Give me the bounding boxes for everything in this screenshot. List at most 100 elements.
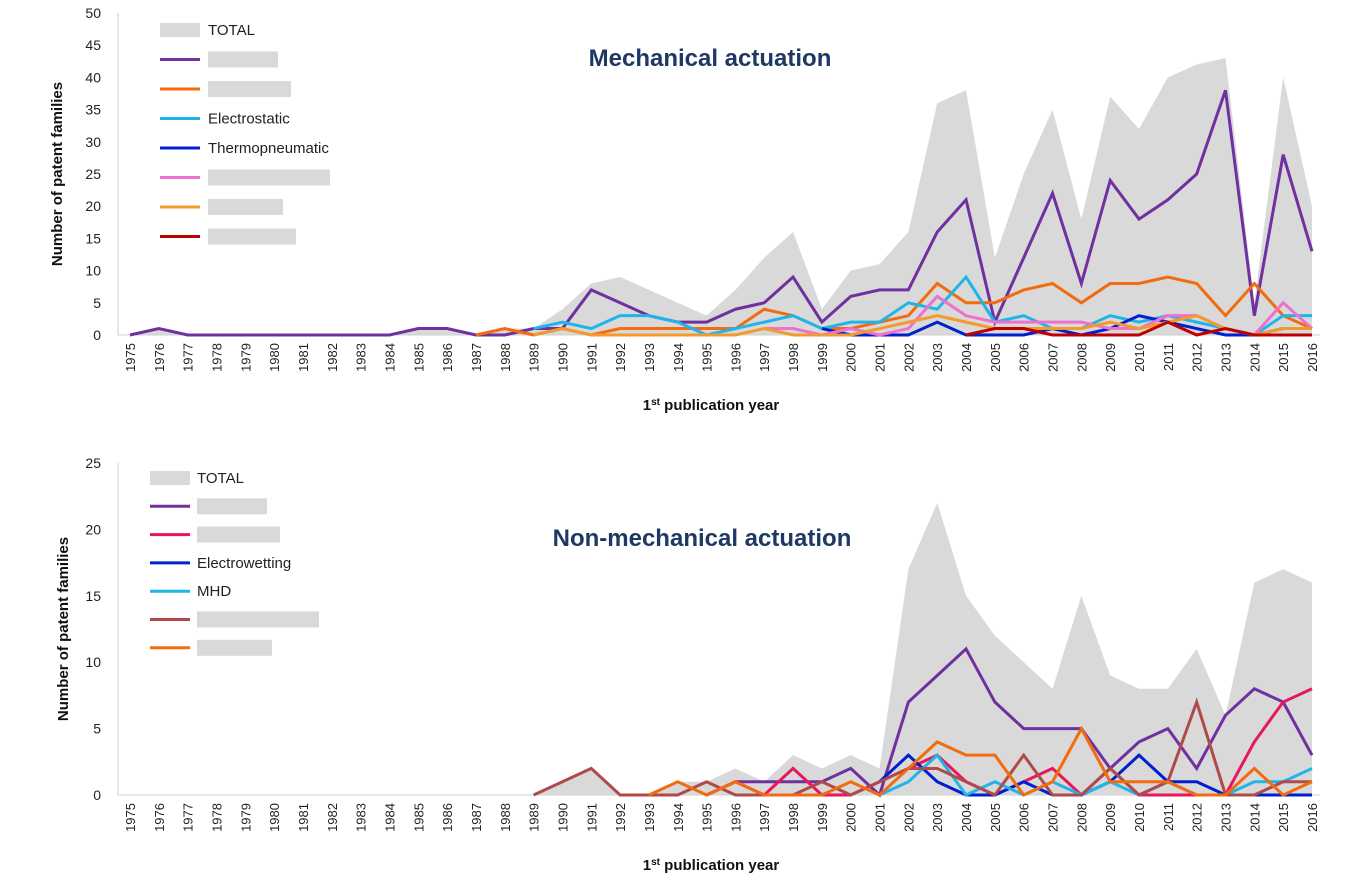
x-axis-label-main: 1 — [643, 397, 651, 414]
x-tick-label: 1978 — [209, 343, 224, 372]
y-tick-label: 15 — [85, 230, 101, 246]
series-line — [532, 697, 1312, 797]
x-tick-label: 1984 — [382, 803, 397, 832]
y-tick-label: 0 — [93, 327, 101, 343]
legend-swatch-total — [150, 471, 190, 485]
x-tick-label: 1988 — [498, 343, 513, 372]
x-tick-label: 1989 — [527, 803, 542, 832]
chart-title: Non-mechanical actuation — [553, 525, 852, 552]
y-tick-label: 10 — [85, 263, 101, 279]
x-tick-label: 1979 — [238, 803, 253, 832]
x-tick-label: 1990 — [555, 343, 570, 372]
y-tick-label: 15 — [85, 588, 101, 604]
legend-label-total: TOTAL — [208, 22, 255, 39]
legend-label-redacted — [197, 611, 319, 628]
x-tick-label: 2002 — [901, 803, 916, 832]
x-tick-label: 2016 — [1305, 803, 1320, 832]
total-area — [130, 58, 1312, 335]
x-tick-label: 2003 — [930, 803, 945, 832]
x-tick-label: 1997 — [757, 803, 772, 832]
x-tick-label: 1986 — [440, 343, 455, 372]
legend-label-redacted — [208, 169, 330, 186]
y-tick-label: 20 — [85, 521, 101, 537]
x-tick-label: 2007 — [1046, 803, 1061, 832]
x-tick-label: 2003 — [930, 343, 945, 372]
x-tick-label: 1997 — [757, 343, 772, 372]
legend-label-redacted — [197, 526, 280, 543]
x-tick-label: 1995 — [700, 803, 715, 832]
y-tick-label: 45 — [85, 37, 101, 53]
x-tick-label: 1979 — [238, 343, 253, 372]
x-tick-label: 1987 — [469, 803, 484, 832]
x-tick-label: 2014 — [1247, 803, 1262, 832]
x-tick-label: 1980 — [267, 343, 282, 372]
mechanical-actuation-chart: 0 5 10 15 20 25 30 35 40 45 50 1975 1976 1977 1978 1979… — [49, 5, 1320, 414]
x-tick-label: 2008 — [1074, 803, 1089, 832]
series-line — [533, 314, 1312, 337]
chart-title: Mechanical actuation — [589, 45, 832, 72]
x-tick-label: 1976 — [152, 803, 167, 832]
non-mechanical-actuation-chart: 0 5 10 15 20 25 1975 1976 1977 1978 1979 1980 1981 19… — [55, 455, 1320, 874]
x-tick-label: 2006 — [1017, 803, 1032, 832]
legend-label-redacted — [208, 81, 291, 97]
y-tick-label: 5 — [93, 295, 101, 311]
x-tick-label: 2014 — [1247, 343, 1262, 372]
x-axis-label-rest: publication year — [660, 397, 779, 414]
x-tick-label: 1998 — [786, 343, 801, 372]
x-axis-label-rest: publication year — [660, 857, 779, 874]
x-tick-label: 1975 — [123, 343, 138, 372]
x-tick-label: 2004 — [959, 343, 974, 372]
x-tick-label: 1989 — [527, 343, 542, 372]
x-tick-label: 2000 — [844, 343, 859, 372]
series-line — [129, 89, 1314, 337]
y-tick-label: 35 — [85, 102, 101, 118]
series-line — [475, 275, 1313, 337]
x-axis-label-sup: st — [651, 397, 661, 408]
x-tick-label: 1993 — [642, 803, 657, 832]
x-tick-label: 2012 — [1190, 343, 1205, 372]
x-tick-label: 1977 — [181, 803, 196, 832]
x-tick-label: 1992 — [613, 343, 628, 372]
x-tick-label: 2004 — [959, 803, 974, 832]
legend: TOTAL Electrowetting MHD — [150, 470, 319, 656]
x-tick-label: 1999 — [815, 803, 830, 832]
legend-label: Electrowetting — [197, 555, 291, 572]
x-tick-label: 1987 — [469, 343, 484, 372]
x-tick-label: 2005 — [988, 343, 1003, 372]
x-tick-label: 2013 — [1219, 803, 1234, 832]
series-line — [648, 725, 1313, 797]
x-tick-label: 2007 — [1046, 343, 1061, 372]
x-tick-label: 1996 — [728, 803, 743, 832]
x-tick-label: 2012 — [1190, 803, 1205, 832]
x-tick-label: 1985 — [411, 343, 426, 372]
y-axis-label: Number of patent families — [55, 537, 72, 721]
legend-label-redacted — [208, 228, 296, 245]
y-tick-label: 20 — [85, 198, 101, 214]
x-tick-label: 1986 — [440, 803, 455, 832]
series-line — [965, 320, 1312, 337]
x-tick-label: 2001 — [873, 343, 888, 372]
y-tick-label: 30 — [85, 134, 101, 150]
x-tick-label: 2010 — [1132, 803, 1147, 832]
x-tick-label: 1999 — [815, 343, 830, 372]
x-tick-label: 1994 — [671, 803, 686, 832]
legend: TOTAL Electrostatic Thermopneumatic — [160, 22, 330, 245]
legend-label-redacted — [197, 639, 272, 656]
y-tick-label: 0 — [93, 787, 101, 803]
legend-swatch-total — [160, 23, 200, 37]
x-tick-label: 1992 — [613, 803, 628, 832]
x-tick-label: 2015 — [1276, 803, 1291, 832]
x-tick-label: 1981 — [296, 343, 311, 372]
x-tick-label: 1988 — [498, 803, 513, 832]
x-tick-label: 1976 — [152, 343, 167, 372]
x-tick-label: 1982 — [325, 803, 340, 832]
legend-label-redacted — [208, 51, 278, 68]
x-axis-label-main: 1 — [643, 857, 651, 874]
x-tick-label: 1990 — [555, 803, 570, 832]
x-tick-label: 2010 — [1132, 343, 1147, 372]
y-tick-label: 10 — [85, 654, 101, 670]
x-tick-label: 1983 — [354, 343, 369, 372]
y-tick-label: 5 — [93, 721, 101, 737]
